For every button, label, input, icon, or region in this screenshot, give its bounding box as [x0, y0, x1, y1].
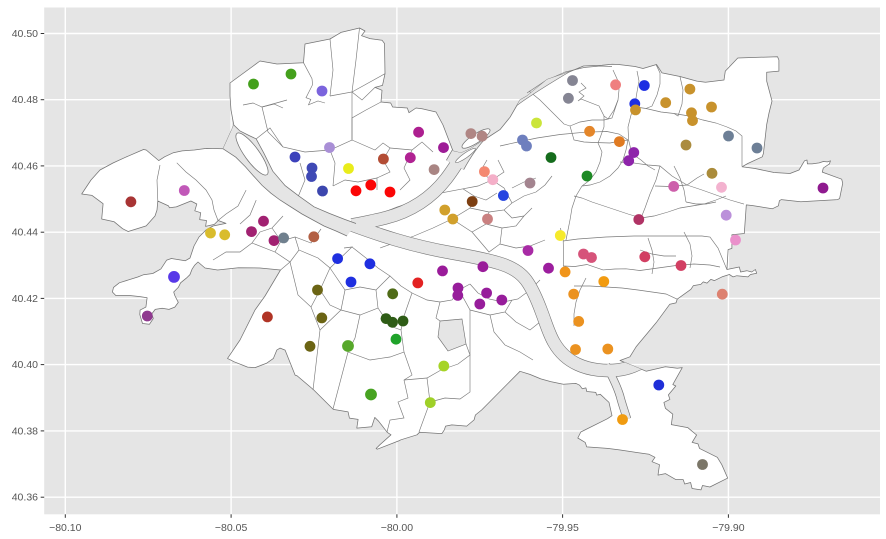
svg-text:40.36: 40.36 [12, 492, 38, 504]
svg-text:40.44: 40.44 [12, 227, 38, 239]
svg-text:−80.10: −80.10 [49, 522, 82, 534]
svg-text:−79.90: −79.90 [712, 522, 745, 534]
svg-text:40.48: 40.48 [12, 94, 38, 106]
svg-text:40.40: 40.40 [12, 359, 38, 371]
svg-text:−80.05: −80.05 [215, 522, 248, 534]
svg-text:−80.00: −80.00 [381, 522, 414, 534]
svg-text:40.46: 40.46 [12, 160, 38, 172]
svg-text:40.42: 40.42 [12, 293, 38, 305]
svg-text:−79.95: −79.95 [546, 522, 579, 534]
svg-text:40.50: 40.50 [12, 28, 38, 40]
svg-text:40.38: 40.38 [12, 425, 38, 437]
